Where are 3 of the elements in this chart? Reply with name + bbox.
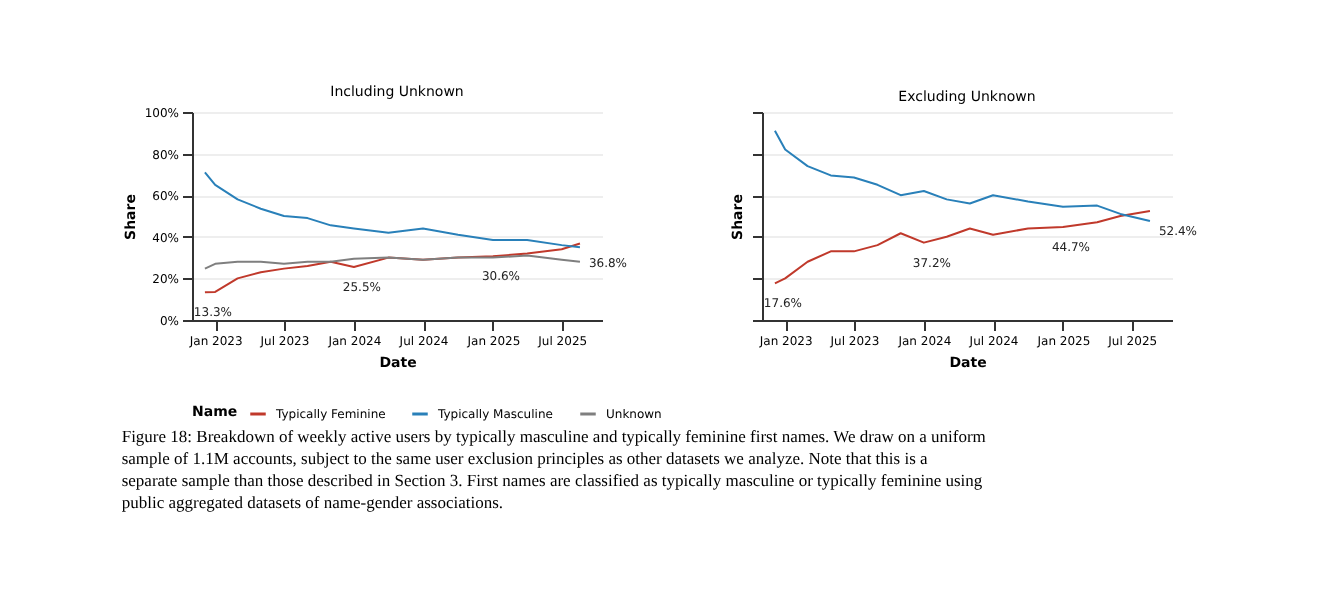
- line-series: [203, 254, 581, 270]
- caption: Figure 18: Breakdown of weekly active users by typically masculine and typically feminine first names. We draw on a uniform sample of 1.1M accounts, subject to the same user exclusion principles as other datasets we analyze. Note that this is a separate sample than those described in Section 3. First names are classified as typically masculine or typically feminine using public aggregated datasets of name-gender associations.: [121, 426, 987, 512]
- line-series: [203, 171, 581, 249]
